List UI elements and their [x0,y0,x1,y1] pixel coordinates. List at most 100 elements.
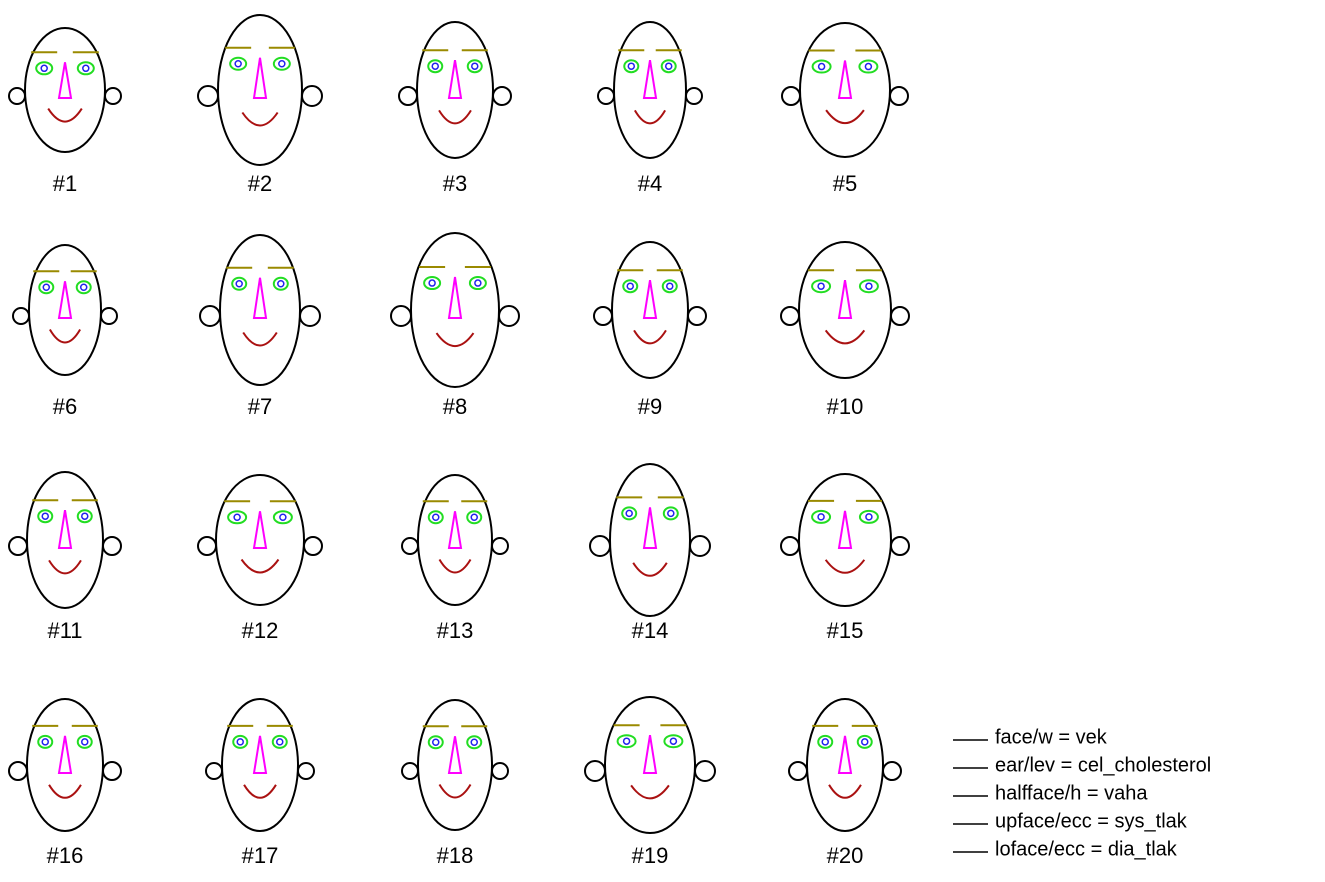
mouth [240,558,280,574]
pupil [81,738,89,746]
pupil [235,280,243,288]
ear [687,306,707,326]
face [401,699,509,831]
face-outline [416,21,494,159]
face-outline [26,698,104,832]
ear [781,86,801,106]
nose [447,511,463,549]
face-label: #3 [443,171,467,196]
ear [597,87,615,105]
face [401,474,509,606]
eye [663,734,684,749]
eye [623,59,640,74]
pupil [861,738,869,746]
eye [468,276,487,291]
eye [858,279,879,294]
mouth [824,559,866,574]
ear [889,86,909,106]
mouth [438,783,472,799]
nose [837,60,853,99]
face-label: #10 [827,394,864,419]
face-label: #20 [827,843,864,868]
ear [8,536,28,556]
pupil [622,737,631,745]
nose [252,57,268,99]
nose [252,511,268,549]
eye [76,61,95,76]
nose [837,735,853,774]
face-label: #9 [638,394,662,419]
pupil [236,738,244,746]
ear [584,760,606,782]
legend-text: halfface/h = vaha [995,782,1148,804]
pupil [431,62,439,70]
ear [780,536,800,556]
pupil [82,64,90,73]
face [788,698,902,832]
face [8,471,122,609]
nose [642,507,658,549]
legend-text: ear/lev = cel_cholesterol [995,754,1211,776]
face-outline [609,463,691,617]
face-label: #2 [248,171,272,196]
legend-text: loface/ecc = dia_tlak [995,838,1178,860]
legend-text: upface/ecc = sys_tlak [995,810,1188,832]
face [390,232,520,388]
face-outline [26,471,104,609]
nose [57,735,73,774]
ear [890,306,910,326]
mouth [48,784,82,799]
eye [229,56,248,71]
ear [890,536,910,556]
ear [401,537,419,555]
ear [205,762,223,780]
ear [104,87,122,105]
pupil [821,738,829,746]
pupil [428,279,436,287]
eye [272,510,293,525]
pupil [626,282,634,290]
ear [297,762,315,780]
eye [660,59,677,74]
face-label: #6 [53,394,77,419]
ear [8,87,26,105]
mouth [630,784,670,800]
mouth [242,331,278,347]
face [197,14,323,166]
eye [423,276,442,291]
pupil [864,62,873,71]
pupil [470,513,478,521]
ear [303,536,323,556]
mouth [243,784,277,799]
eye [466,510,483,525]
nose [252,277,268,319]
mouth [634,109,666,125]
ear [8,761,28,781]
pupil [81,512,89,520]
ear [694,760,716,782]
face-label: #16 [47,843,84,868]
pupil [865,513,873,521]
ear [491,537,509,555]
face-outline [417,474,493,606]
nose [642,735,658,774]
pupil [41,512,49,520]
nose [57,510,73,549]
ear [299,305,321,327]
face-outline [611,241,689,379]
pupil [625,509,633,518]
pupil [666,282,674,290]
face-label: #5 [833,171,857,196]
ear [788,761,808,781]
nose [252,735,268,774]
pupil [432,513,440,521]
face [584,696,716,834]
ear [199,305,221,327]
nose [642,60,658,99]
face [780,241,910,379]
ear [498,305,520,327]
face [197,474,323,606]
face [12,244,118,376]
eye [858,509,879,524]
